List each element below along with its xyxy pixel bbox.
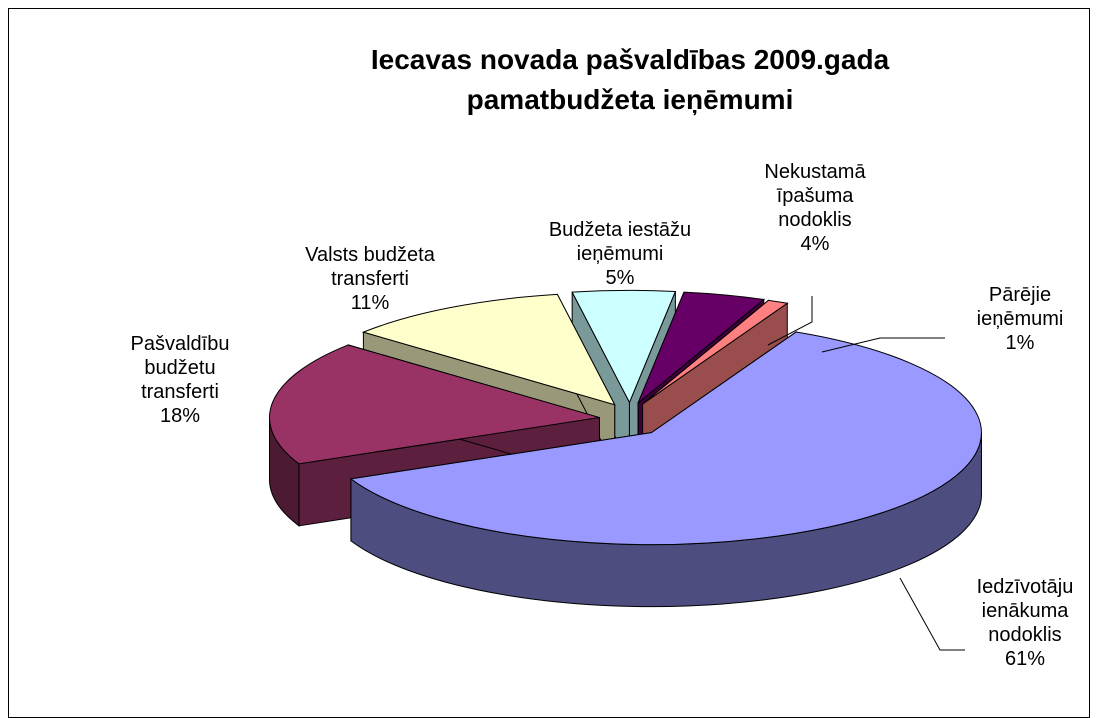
slice — [361, 293, 616, 406]
category-label: Pašvaldību budžetu transferti — [130, 333, 230, 403]
value-label: 61% — [1004, 648, 1046, 670]
category-label: Iedzīvotāju ienākuma nodoklis — [976, 576, 1074, 646]
slice-label: Valsts budžeta transferti 11% — [270, 243, 470, 315]
category-label: Valsts budžeta transferti — [305, 244, 435, 290]
value-label: 5% — [605, 267, 635, 289]
slice-label: Nekustamā īpašuma nodoklis 4% — [758, 160, 873, 256]
slice — [349, 331, 982, 546]
category-label: Nekustamā īpašuma nodoklis — [764, 161, 866, 231]
slice-label: Pašvaldību budžetu transferti 18% — [113, 332, 248, 428]
chart-title: Iecavas novada pašvaldības 2009.gada pam… — [370, 44, 890, 115]
category-label: Pārējie ieņēmumi — [976, 284, 1064, 330]
leader-line — [767, 296, 813, 346]
value-label: 1% — [1005, 332, 1035, 354]
value-label: 4% — [800, 233, 830, 255]
slices — [269, 289, 982, 608]
slice — [642, 299, 789, 405]
slice-label: Pārējie ieņēmumi 1% — [963, 283, 1078, 355]
leader-line — [899, 577, 965, 651]
value-label: 11% — [350, 292, 390, 314]
leader-line — [821, 337, 945, 353]
slice — [269, 344, 600, 465]
category-label: Budžeta iestāžu ieņēmumi — [548, 219, 692, 265]
slice-label: Budžeta iestāžu ieņēmumi 5% — [520, 218, 720, 290]
slice-label: Iedzīvotāju ienākuma nodoklis 61% — [958, 575, 1093, 671]
slice — [571, 289, 677, 404]
slice — [637, 291, 766, 404]
value-label: 18% — [159, 405, 201, 427]
